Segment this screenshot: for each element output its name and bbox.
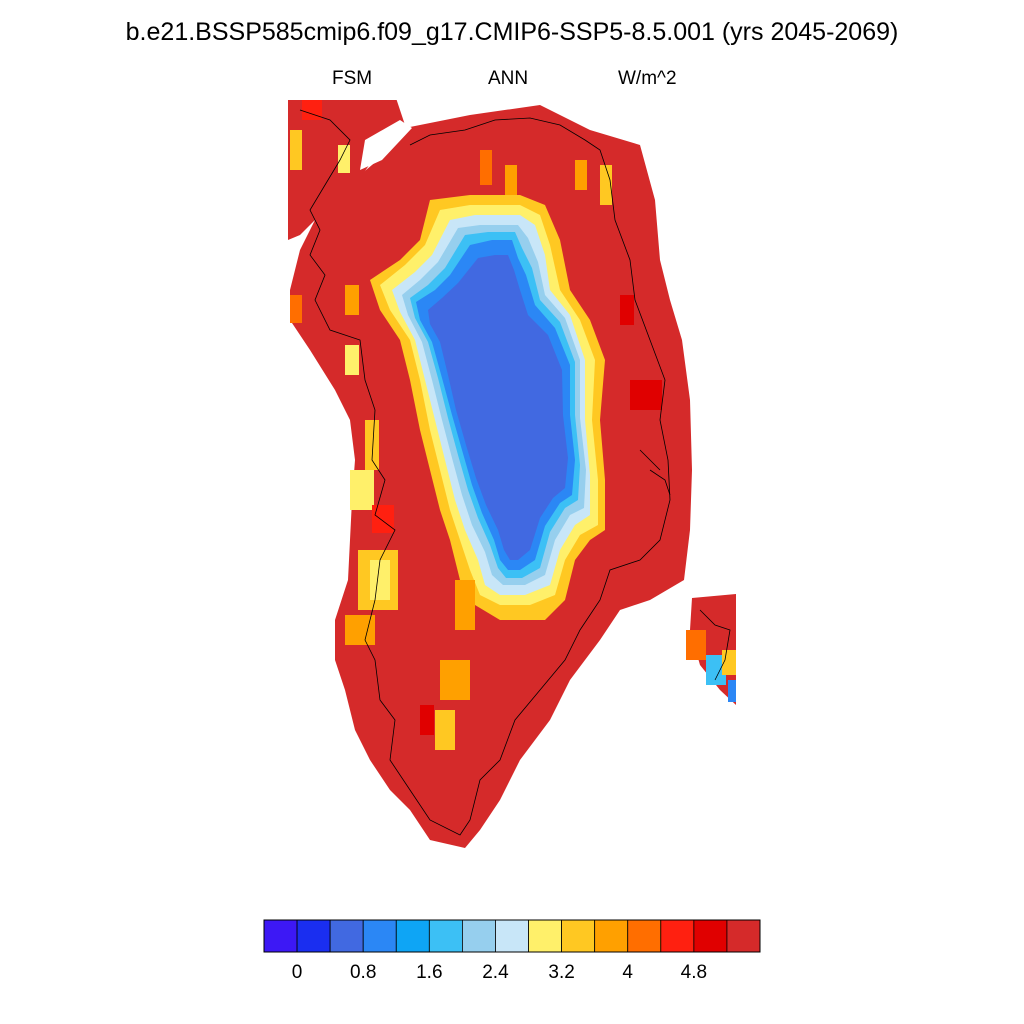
colorbar-tick-label: 4.8 [680, 962, 708, 983]
colorbar-tick-label: 4 [622, 962, 634, 983]
colorbar-box [263, 919, 298, 953]
colorbar-box [428, 919, 463, 953]
colorbar-box [528, 919, 562, 953]
colorbar-box [561, 919, 596, 953]
interior-field [370, 195, 605, 620]
season-label: ANN [488, 68, 529, 89]
colorbar-boxes [263, 919, 761, 953]
colorbar-frame [263, 919, 761, 953]
colorbar-box [495, 919, 529, 953]
coastline [299, 109, 731, 836]
colorbar-box [296, 919, 331, 953]
colorbar-tick-label: 1.6 [416, 962, 443, 983]
colorbar-box [726, 919, 761, 953]
no-data-gaps [360, 95, 430, 170]
coastal-highlights [290, 100, 736, 750]
colorbar-box [693, 919, 728, 953]
colorbar-box [395, 919, 430, 953]
variable-label: FSM [332, 68, 373, 89]
colorbar-box [461, 919, 496, 953]
units-label: W/m^2 [618, 68, 677, 89]
colorbar-tick-label: 2.4 [482, 962, 509, 983]
colorbar-tick-label: 0 [291, 962, 303, 983]
plot-title: b.e21.BSSP585cmip6.f09_g17.CMIP6-SSP5-8.… [125, 18, 899, 46]
colorbar-tick-label: 3.2 [548, 962, 575, 983]
colorbar-box [660, 919, 695, 953]
colorbar-box [627, 919, 662, 953]
colorbar-box [594, 919, 629, 953]
colorbar-tick-label: 0.8 [349, 962, 377, 983]
colorbar-box [362, 919, 397, 953]
colorbar-box [329, 919, 364, 953]
